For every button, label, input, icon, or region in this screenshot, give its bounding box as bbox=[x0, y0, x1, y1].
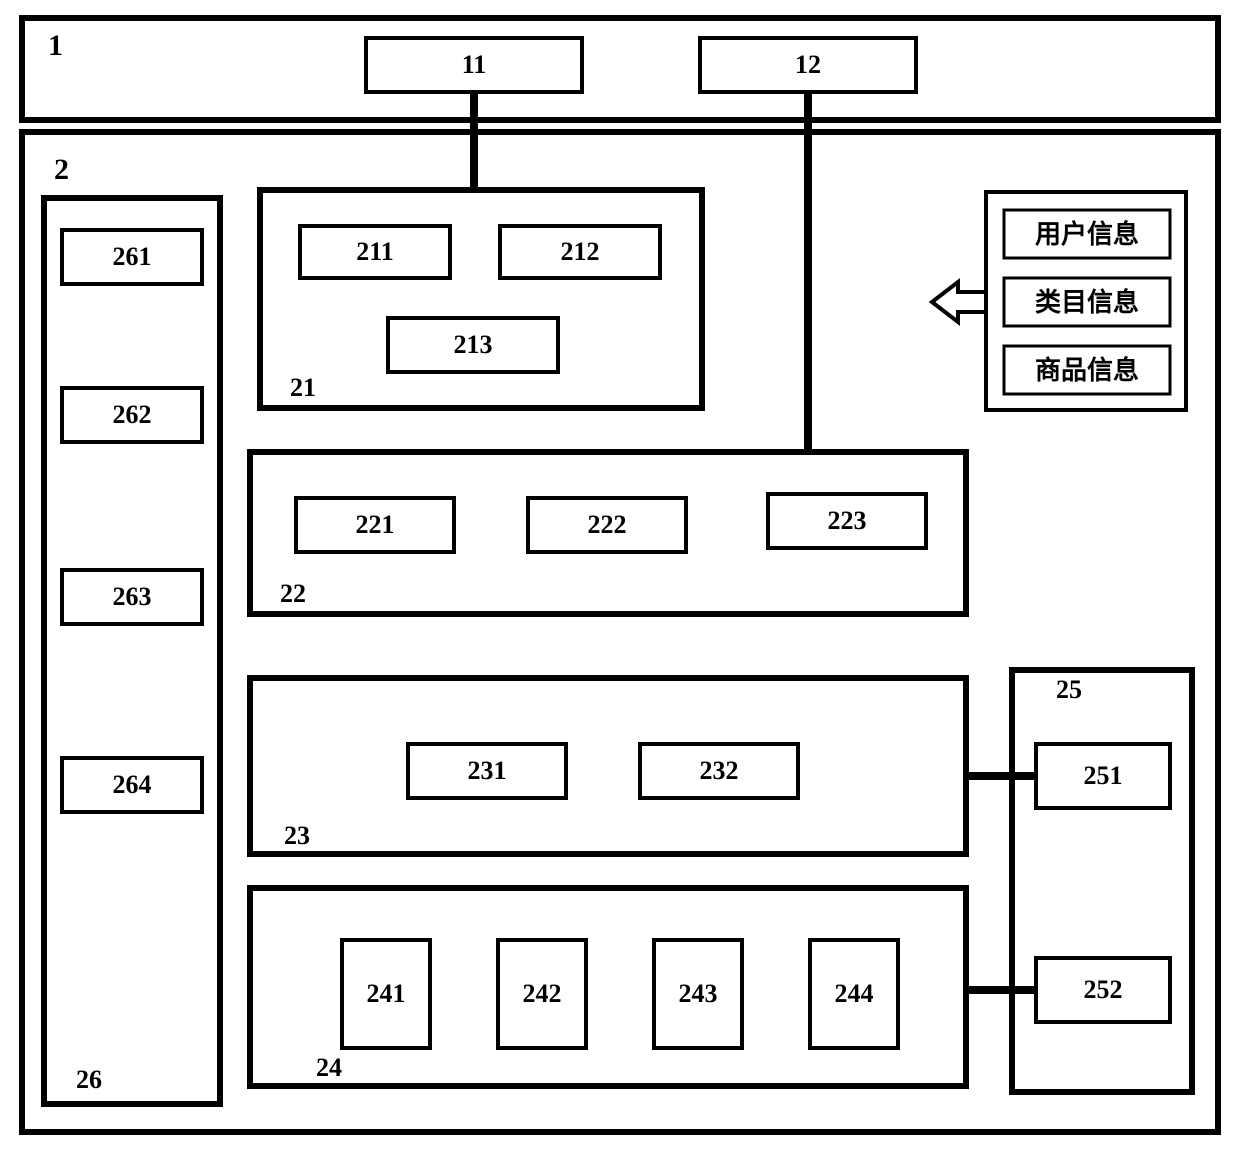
block-26-label: 26 bbox=[76, 1065, 102, 1094]
box-211-label: 211 bbox=[356, 237, 394, 266]
box-222-label: 222 bbox=[588, 510, 627, 539]
box-261-label: 261 bbox=[113, 242, 152, 271]
box-212-label: 212 bbox=[561, 237, 600, 266]
box-251-label: 251 bbox=[1084, 761, 1123, 790]
box-12-label: 12 bbox=[795, 50, 821, 79]
box-213-label: 213 bbox=[454, 330, 493, 359]
box-244-label: 244 bbox=[835, 979, 874, 1008]
block-21-label: 21 bbox=[290, 373, 316, 402]
box-262-label: 262 bbox=[113, 400, 152, 429]
block-23 bbox=[250, 678, 966, 854]
box-232-label: 232 bbox=[700, 756, 739, 785]
block-23-label: 23 bbox=[284, 821, 310, 850]
block-22-label: 22 bbox=[280, 579, 306, 608]
block-1 bbox=[22, 18, 1218, 120]
block-21 bbox=[260, 190, 702, 408]
box-264-label: 264 bbox=[113, 770, 152, 799]
box-252-label: 252 bbox=[1084, 975, 1123, 1004]
block-2-label: 2 bbox=[54, 153, 69, 186]
box-263-label: 263 bbox=[113, 582, 152, 611]
block-24-label: 24 bbox=[316, 1053, 342, 1082]
block-25 bbox=[1012, 670, 1192, 1092]
box-242-label: 242 bbox=[523, 979, 562, 1008]
box-231-label: 231 bbox=[468, 756, 507, 785]
box-223-label: 223 bbox=[828, 506, 867, 535]
box-241-label: 241 bbox=[367, 979, 406, 1008]
info-item-2-label: 商品信息 bbox=[1035, 355, 1139, 385]
block-26 bbox=[44, 198, 220, 1104]
box-11-label: 11 bbox=[462, 50, 487, 79]
block-25-label: 25 bbox=[1056, 675, 1082, 704]
info-item-0-label: 用户信息 bbox=[1035, 219, 1139, 249]
box-221-label: 221 bbox=[356, 510, 395, 539]
box-243-label: 243 bbox=[679, 979, 718, 1008]
block-1-label: 1 bbox=[48, 29, 63, 62]
info-item-1-label: 类目信息 bbox=[1035, 287, 1139, 317]
